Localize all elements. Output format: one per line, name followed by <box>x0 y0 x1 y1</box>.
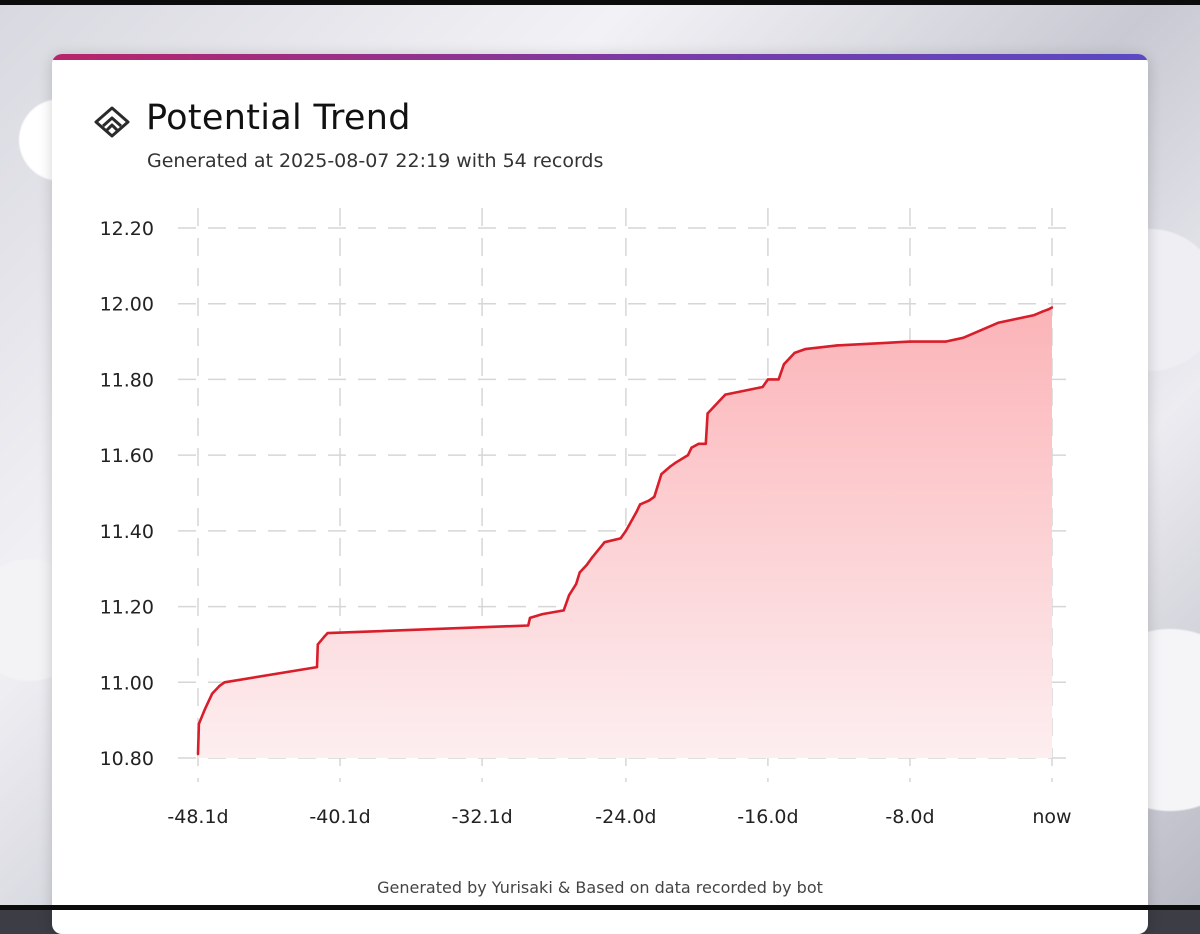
data-point <box>770 378 773 381</box>
data-point <box>660 472 663 476</box>
data-point <box>196 753 200 756</box>
data-point <box>528 616 532 620</box>
data-point <box>979 329 983 332</box>
data-point <box>635 510 638 514</box>
x-tick-label: -32.1d <box>451 806 512 828</box>
data-point <box>326 631 329 635</box>
y-tick-label: 11.40 <box>100 521 154 543</box>
card-accent-bar <box>52 54 1148 60</box>
data-point <box>567 594 571 597</box>
data-point <box>603 541 606 544</box>
data-point <box>527 624 530 627</box>
trend-chart: 10.80 11.00 11.20 11.40 11.60 11.80 12.00 12.20… <box>100 208 1076 828</box>
y-tick-label: 10.80 <box>100 748 154 770</box>
data-point <box>724 393 727 396</box>
data-point <box>713 404 716 408</box>
x-tick-label: -48.1d <box>167 806 228 828</box>
data-point <box>578 571 581 574</box>
data-point <box>211 692 214 695</box>
data-point <box>782 363 786 366</box>
data-point <box>674 461 677 464</box>
y-tick-label: 11.80 <box>100 369 154 391</box>
data-point <box>197 722 201 726</box>
data-point <box>793 351 796 355</box>
y-tick-label: 11.00 <box>100 672 154 694</box>
data-point <box>1041 310 1045 313</box>
trend-card: Potential Trend Generated at 2025-08-07 … <box>52 54 1148 934</box>
data-point <box>585 563 589 567</box>
data-point <box>766 378 770 381</box>
data-point <box>706 412 709 415</box>
data-point <box>777 378 780 381</box>
top-edge <box>0 0 1200 5</box>
y-tick-label: 12.20 <box>100 218 154 240</box>
x-tick-label: -40.1d <box>309 806 370 828</box>
data-point <box>1033 313 1036 317</box>
data-point <box>704 442 707 445</box>
x-tick-label: -24.0d <box>595 806 656 828</box>
data-point <box>590 556 594 559</box>
data-point <box>835 344 839 347</box>
data-point <box>697 442 700 445</box>
data-point <box>962 336 965 339</box>
data-point <box>541 612 544 616</box>
data-point <box>218 684 221 688</box>
data-point <box>944 340 947 343</box>
y-tick-label: 11.20 <box>100 597 154 619</box>
data-point <box>203 707 207 710</box>
data-point <box>574 582 578 586</box>
footer-credit: Generated by Yurisaki & Based on data re… <box>377 878 823 897</box>
x-tick-label: -8.0d <box>885 806 934 828</box>
data-point <box>908 340 912 343</box>
data-point <box>1015 317 1018 321</box>
data-point <box>686 453 690 457</box>
data-point <box>804 347 807 351</box>
y-tick-label: 12.00 <box>100 294 154 316</box>
page-subtitle: Generated at 2025-08-07 22:19 with 54 re… <box>147 150 604 172</box>
y-tick-label: 11.60 <box>100 445 154 467</box>
page-title: Potential Trend <box>146 98 411 138</box>
data-point <box>316 643 320 646</box>
data-point <box>619 537 622 540</box>
data-point <box>322 635 326 639</box>
x-tick-label: now <box>1032 806 1071 828</box>
data-point <box>690 446 693 449</box>
data-point <box>653 495 656 498</box>
x-tick-label: -16.0d <box>737 806 798 828</box>
data-point <box>997 321 1000 324</box>
data-point <box>624 529 628 533</box>
potential-logo-icon <box>94 106 130 138</box>
data-point <box>638 503 642 506</box>
data-point <box>761 385 764 389</box>
data-point <box>223 681 226 684</box>
data-point <box>315 665 319 669</box>
data-point <box>1047 308 1050 311</box>
bottom-edge <box>0 905 1200 910</box>
data-point <box>562 609 565 612</box>
data-point <box>647 499 651 502</box>
data-point <box>1050 306 1054 309</box>
data-point <box>669 465 672 468</box>
